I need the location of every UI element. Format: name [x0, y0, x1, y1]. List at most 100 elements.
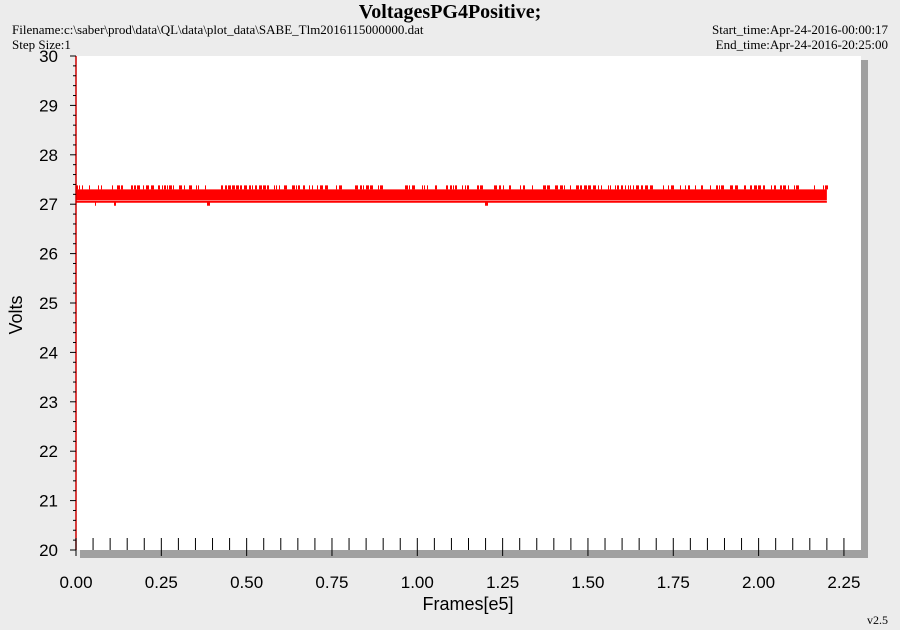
series-spike — [523, 185, 525, 190]
series-spike — [259, 185, 262, 190]
series-spike — [630, 185, 631, 190]
y-tick-label: 29 — [39, 96, 58, 115]
version-label: v2.5 — [867, 613, 888, 627]
series-spike — [543, 185, 546, 190]
series-spike — [450, 185, 452, 190]
series-spike — [780, 185, 782, 190]
series-spike — [584, 185, 587, 190]
series-spike — [336, 185, 337, 190]
y-tick-label: 30 — [39, 47, 58, 66]
series-spike — [494, 185, 497, 190]
series-spike — [422, 185, 423, 190]
series-spike — [79, 185, 80, 190]
series-spike — [303, 185, 305, 190]
series-spike — [363, 185, 364, 190]
series-spike — [625, 185, 626, 190]
series-spike — [320, 185, 323, 190]
series-spike — [680, 185, 681, 190]
series-spike — [668, 185, 669, 190]
series-spike — [823, 185, 824, 190]
series-spike — [617, 185, 619, 190]
series-spike — [292, 185, 295, 190]
series-spike — [309, 185, 310, 190]
series-spike — [641, 185, 643, 190]
series-spike — [366, 185, 369, 190]
series-spike — [750, 185, 752, 190]
series-spike — [576, 185, 579, 190]
series-spike — [477, 185, 479, 190]
series-spike — [570, 185, 571, 190]
step-size-label: Step Size:1 — [12, 37, 71, 52]
series-spike — [274, 185, 275, 190]
series-spike — [771, 185, 772, 190]
series-spike — [409, 185, 410, 190]
series-spike — [636, 185, 639, 190]
series-spike — [249, 185, 251, 190]
series-spike — [167, 185, 168, 190]
series-spike — [137, 185, 140, 190]
series-spike — [593, 185, 596, 190]
series-spike — [610, 185, 611, 190]
series-spike — [112, 185, 113, 190]
y-tick-label: 23 — [39, 393, 58, 412]
x-tick-label: 2.25 — [827, 573, 860, 592]
series-spike — [158, 185, 160, 190]
series-spike — [184, 185, 185, 190]
series-spike — [240, 185, 242, 190]
y-tick-label: 28 — [39, 146, 58, 165]
series-spike — [198, 185, 199, 190]
series-spike — [131, 185, 133, 190]
series-spike — [671, 185, 674, 190]
y-tick-label: 20 — [39, 541, 58, 560]
series-spike — [370, 185, 373, 190]
x-tick-label: 0.25 — [145, 573, 178, 592]
series-spike — [564, 185, 565, 190]
series-spike — [360, 185, 362, 190]
series-spike — [267, 185, 269, 190]
series-spike — [774, 185, 776, 190]
series-spike — [645, 185, 648, 190]
series-spike — [462, 185, 463, 190]
series-spike — [244, 185, 247, 190]
y-axis-label: Volts — [6, 295, 26, 334]
series-spike — [255, 185, 257, 190]
series-spike — [355, 185, 358, 190]
series-spike — [796, 185, 799, 190]
series-spike — [380, 185, 383, 190]
series-spike — [663, 185, 664, 190]
y-tick-label: 26 — [39, 245, 58, 264]
series-spike — [146, 185, 149, 190]
series-spike — [232, 185, 235, 190]
series-spike — [601, 185, 602, 190]
series-spike — [685, 185, 686, 190]
end-time-label: End_time:Apr-24-2016-20:25:00 — [715, 37, 888, 52]
series-spike — [89, 185, 90, 190]
series-spike — [794, 185, 795, 190]
x-tick-label: 0.50 — [230, 573, 263, 592]
chart-title: VoltagesPG4Positive; — [358, 1, 542, 23]
plot-area — [76, 56, 861, 550]
series-spike — [424, 185, 425, 190]
y-tick-label: 22 — [39, 442, 58, 461]
series-spike — [588, 185, 591, 190]
series-spike — [825, 185, 828, 190]
series-spike — [312, 185, 313, 190]
series-spike — [296, 185, 297, 190]
series-spike — [598, 185, 599, 190]
series-spike — [76, 185, 78, 190]
series-spike — [758, 185, 761, 190]
series-spike — [465, 185, 466, 190]
series-spike — [650, 185, 653, 190]
series-spike — [236, 185, 239, 190]
series-spike — [453, 185, 454, 190]
series-spike — [710, 185, 711, 190]
y-tick-label: 21 — [39, 492, 58, 511]
series-spike — [499, 185, 501, 190]
series-spike — [730, 185, 733, 190]
series-spike — [520, 185, 521, 190]
series-band — [76, 189, 827, 201]
x-tick-label: 0.75 — [315, 573, 348, 592]
series-spike — [98, 185, 99, 190]
x-tick-label: 1.25 — [486, 573, 519, 592]
